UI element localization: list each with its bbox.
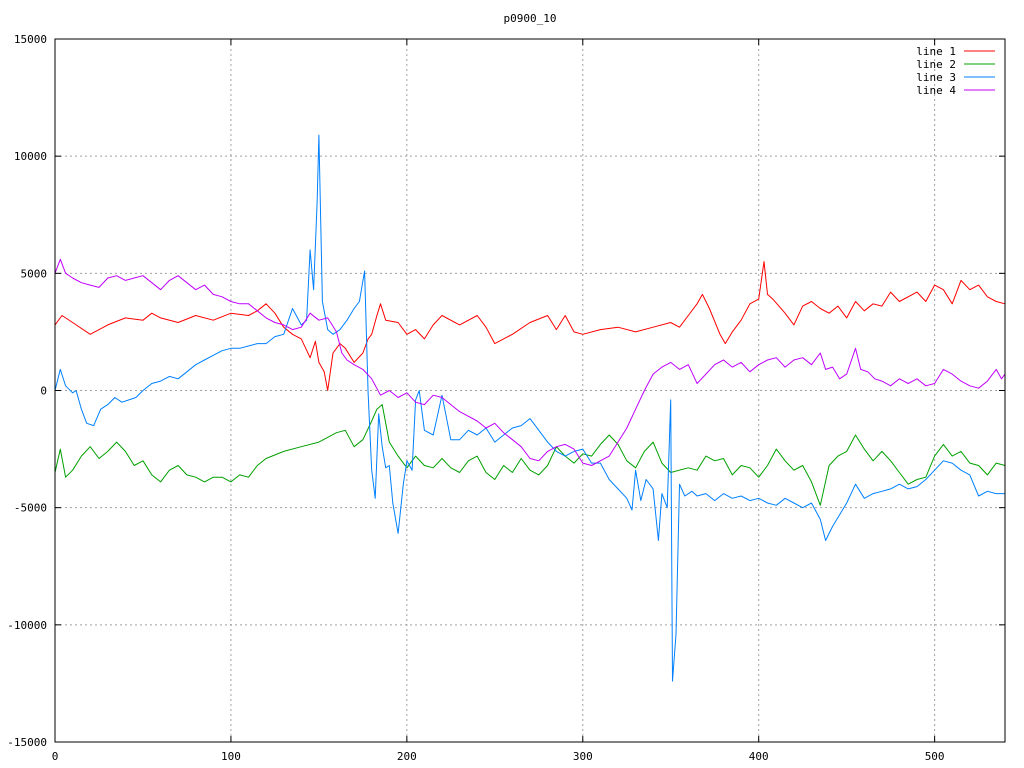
x-tick-label: 0 xyxy=(52,750,59,763)
grid xyxy=(55,39,1005,742)
y-tick-label: 15000 xyxy=(14,33,47,46)
series-line-4 xyxy=(54,258,1006,466)
y-tick-label: 10000 xyxy=(14,150,47,163)
legend-label-3: line 3 xyxy=(916,71,956,84)
x-tick-label: 400 xyxy=(749,750,769,763)
y-tick-label: -15000 xyxy=(7,736,47,749)
y-tick-label: -10000 xyxy=(7,619,47,632)
chart-title: p0900_10 xyxy=(504,12,557,25)
legend-label-2: line 2 xyxy=(916,58,956,71)
series-group xyxy=(54,134,1006,682)
y-tick-label: 5000 xyxy=(21,267,48,280)
series-line-1 xyxy=(54,261,1006,391)
legend-label-4: line 4 xyxy=(916,84,956,97)
x-tick-label: 100 xyxy=(221,750,241,763)
x-tick-label: 300 xyxy=(573,750,593,763)
ticks: -15000 -10000 -5000 0 5000 10000 15000 0 100 200 3… xyxy=(7,33,1005,763)
y-tick-label: 0 xyxy=(40,385,47,398)
x-tick-label: 500 xyxy=(925,750,945,763)
y-tick-label: -5000 xyxy=(14,502,47,515)
x-tick-label: 200 xyxy=(397,750,417,763)
series-line-2 xyxy=(54,404,1006,506)
legend-label-1: line 1 xyxy=(916,45,956,58)
